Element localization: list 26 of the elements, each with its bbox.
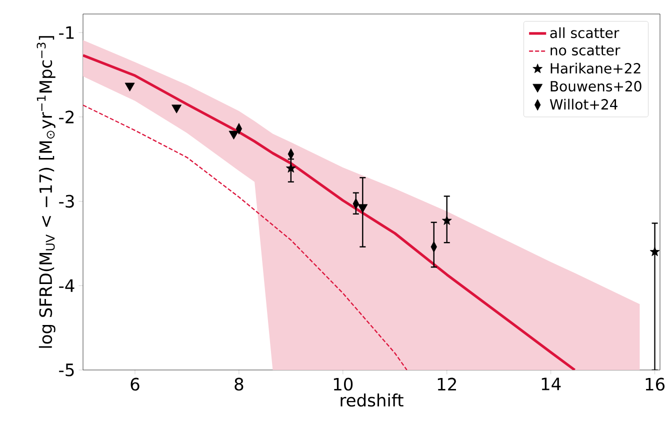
point bbox=[650, 246, 660, 256]
x-tick-label: 14 bbox=[542, 378, 561, 390]
y-tick-label: -1 bbox=[59, 26, 74, 39]
point bbox=[172, 104, 182, 114]
x-tick-label: 16 bbox=[646, 378, 665, 391]
legend-label: Bouwens+20 bbox=[550, 80, 642, 92]
legend-label: Harikane+22 bbox=[550, 62, 640, 74]
x-tick-label: 6 bbox=[130, 378, 140, 391]
line-series bbox=[83, 104, 408, 370]
x-tick-label: 10 bbox=[334, 378, 353, 391]
text: log SFRD(M$_{UV}$ < −17) [M$_{⊙}$yr$^{−1}$Mpc$^{−3}$] bbox=[36, 36, 56, 348]
x-axis-title: redshift bbox=[340, 394, 404, 407]
y-tick-label: -5 bbox=[59, 364, 74, 376]
point bbox=[442, 215, 452, 225]
legend-label: all scatter bbox=[550, 27, 620, 38]
point bbox=[358, 204, 368, 213]
legend-label: Willot+24 bbox=[550, 98, 618, 110]
x-tick-label: 8 bbox=[234, 378, 244, 391]
point bbox=[228, 130, 239, 140]
y-tick-label: -2 bbox=[59, 110, 74, 124]
point bbox=[286, 163, 296, 173]
point bbox=[124, 82, 135, 92]
legend-label: no scatter bbox=[550, 45, 620, 56]
x-tick-label: 12 bbox=[438, 378, 456, 390]
y-tick-label: -3 bbox=[59, 194, 74, 208]
y-tick-label: -4 bbox=[59, 279, 74, 292]
